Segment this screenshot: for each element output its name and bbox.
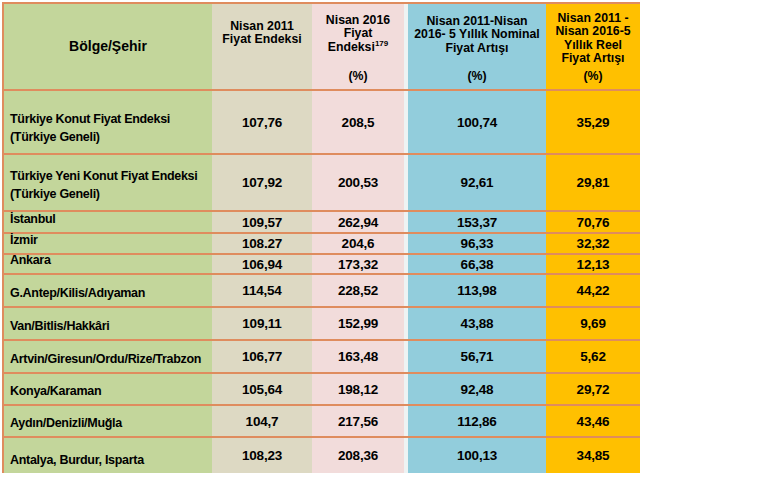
region-cell: Artvin/Giresun/Ordu/Rize/Trabzon: [4, 341, 212, 374]
index-2016-cell: 152,99: [312, 308, 404, 341]
header-2016-index: Nisan 2016 Fiyat Endeksi179(%): [312, 4, 404, 91]
index-2016-cell: 204,6: [312, 234, 404, 255]
nominal-increase-cell: 153,37: [408, 212, 546, 234]
nominal-increase-cell: 113,98: [408, 275, 546, 308]
index-2011-cell: 106,94: [212, 255, 312, 275]
index-2011-cell: 108,23: [212, 438, 312, 473]
index-2011-cell: 109,11: [212, 308, 312, 341]
real-increase-cell: 70,76: [546, 212, 640, 234]
nominal-increase-cell: 112,86: [408, 406, 546, 438]
index-2011-cell: 105,64: [212, 374, 312, 406]
region-cell: Ankara: [4, 255, 212, 275]
real-increase-cell: 5,62: [546, 341, 640, 374]
region-cell: Aydın/Denizli/Muğla: [4, 406, 212, 438]
index-2011-cell: 108.27: [212, 234, 312, 255]
index-2011-cell: 114,54: [212, 275, 312, 308]
index-2016-cell: 262,94: [312, 212, 404, 234]
price-index-table: Bölge/Şehir Nisan 2011 Fiyat Endeksi Nis…: [2, 2, 640, 473]
region-cell: Antalya, Burdur, Isparta: [4, 438, 212, 473]
index-2016-cell: 198,12: [312, 374, 404, 406]
real-increase-cell: 35,29: [546, 91, 640, 155]
nominal-increase-cell: 96,33: [408, 234, 546, 255]
header-real-increase: Nisan 2011 - Nisan 2016-5 Yıllık Reel Fi…: [546, 4, 640, 91]
real-increase-cell: 29,81: [546, 155, 640, 212]
header-nominal-increase: Nisan 2011-Nisan 2016- 5 Yıllık Nominal …: [408, 4, 546, 91]
region-cell: Konya/Karaman: [4, 374, 212, 406]
index-2016-cell: 200,53: [312, 155, 404, 212]
nominal-increase-cell: 100,74: [408, 91, 546, 155]
nominal-increase-cell: 56,71: [408, 341, 546, 374]
index-2016-cell: 208,36: [312, 438, 404, 473]
index-2016-cell: 217,56: [312, 406, 404, 438]
region-cell: G.Antep/Kilis/Adıyaman: [4, 275, 212, 308]
region-cell: Türkiye Yeni Konut Fiyat Endeksi (Türkiy…: [4, 155, 212, 212]
real-increase-cell: 43,46: [546, 406, 640, 438]
nominal-increase-cell: 43,88: [408, 308, 546, 341]
nominal-increase-cell: 92,61: [408, 155, 546, 212]
real-increase-cell: 44,22: [546, 275, 640, 308]
real-increase-cell: 34,85: [546, 438, 640, 473]
region-cell: Van/Bitlis/Hakkâri: [4, 308, 212, 341]
footnote-ref: 179: [375, 38, 388, 47]
header-region: Bölge/Şehir: [4, 4, 212, 91]
real-increase-cell: 32,32: [546, 234, 640, 255]
index-2016-cell: 173,32: [312, 255, 404, 275]
index-2016-cell: 163,48: [312, 341, 404, 374]
real-increase-cell: 9,69: [546, 308, 640, 341]
index-2011-cell: 104,7: [212, 406, 312, 438]
real-increase-cell: 12,13: [546, 255, 640, 275]
index-2016-cell: 228,52: [312, 275, 404, 308]
header-2011-index: Nisan 2011 Fiyat Endeksi: [212, 4, 312, 91]
region-cell: Türkiye Konut Fiyat Endeksi (Türkiye Gen…: [4, 91, 212, 155]
index-2011-cell: 109,57: [212, 212, 312, 234]
index-2011-cell: 107,92: [212, 155, 312, 212]
real-increase-cell: 29,72: [546, 374, 640, 406]
nominal-increase-cell: 100,13: [408, 438, 546, 473]
nominal-increase-cell: 66,38: [408, 255, 546, 275]
nominal-increase-cell: 92,48: [408, 374, 546, 406]
index-2011-cell: 106,77: [212, 341, 312, 374]
index-2016-cell: 208,5: [312, 91, 404, 155]
index-2011-cell: 107,76: [212, 91, 312, 155]
